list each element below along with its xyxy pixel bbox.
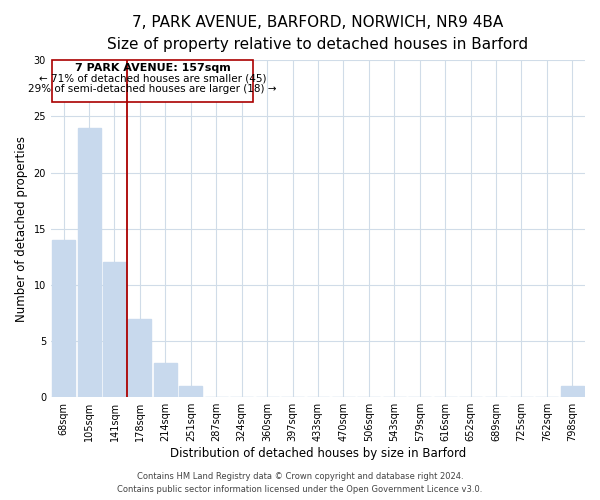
- Text: 29% of semi-detached houses are larger (18) →: 29% of semi-detached houses are larger (…: [28, 84, 277, 94]
- Bar: [77, 128, 101, 397]
- Bar: [154, 364, 177, 397]
- Bar: [103, 262, 126, 397]
- Y-axis label: Number of detached properties: Number of detached properties: [15, 136, 28, 322]
- Bar: [179, 386, 202, 397]
- X-axis label: Distribution of detached houses by size in Barford: Distribution of detached houses by size …: [170, 447, 466, 460]
- Bar: [52, 240, 75, 397]
- Text: ← 71% of detached houses are smaller (45): ← 71% of detached houses are smaller (45…: [39, 74, 266, 84]
- Bar: [128, 318, 151, 397]
- Text: 7 PARK AVENUE: 157sqm: 7 PARK AVENUE: 157sqm: [75, 63, 230, 73]
- Bar: [561, 386, 584, 397]
- Text: Contains HM Land Registry data © Crown copyright and database right 2024.
Contai: Contains HM Land Registry data © Crown c…: [118, 472, 482, 494]
- Title: 7, PARK AVENUE, BARFORD, NORWICH, NR9 4BA
Size of property relative to detached : 7, PARK AVENUE, BARFORD, NORWICH, NR9 4B…: [107, 15, 529, 52]
- FancyBboxPatch shape: [52, 60, 253, 102]
